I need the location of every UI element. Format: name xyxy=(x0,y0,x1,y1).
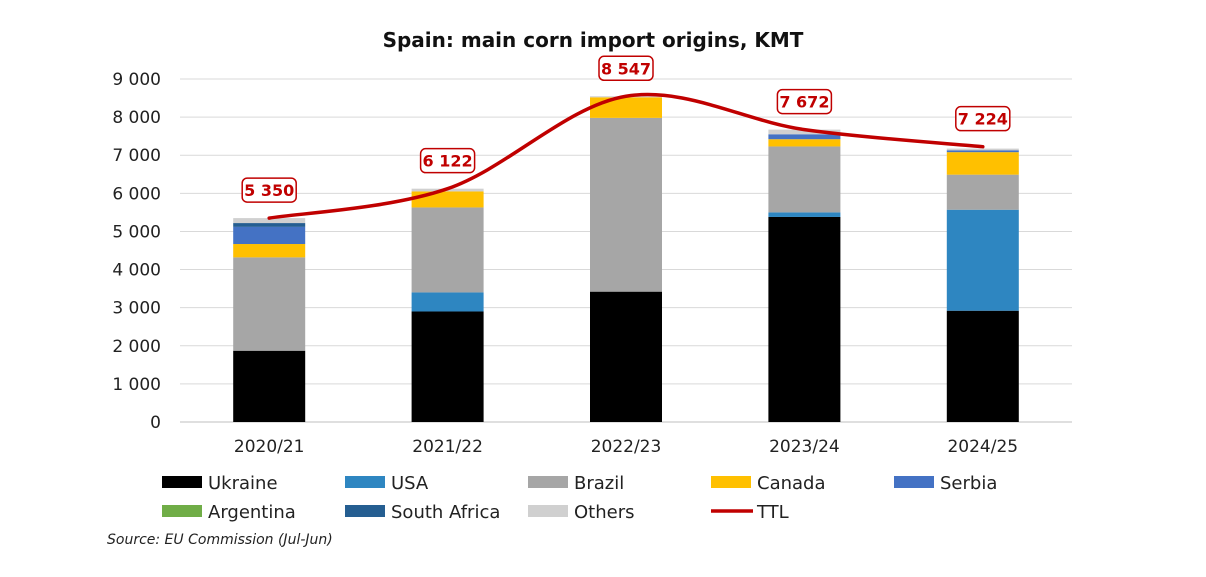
bar-segment-canada xyxy=(411,191,484,208)
y-tick-label: 3 000 xyxy=(112,299,161,319)
legend-swatch-ukraine xyxy=(162,476,202,488)
legend-swatch-others xyxy=(528,505,568,517)
bars xyxy=(233,96,1019,422)
total-label: 7 672 xyxy=(776,88,833,115)
total-label: 5 350 xyxy=(241,177,297,203)
bar-segment-ukraine xyxy=(590,291,662,422)
total-label: 8 547 xyxy=(598,55,654,82)
x-tick-label: 2023/24 xyxy=(769,437,840,457)
legend-swatch-brazil xyxy=(528,476,568,488)
total-label-box xyxy=(419,147,476,174)
bar-segment-canada xyxy=(233,244,306,258)
total-label: 7 224 xyxy=(955,105,1011,132)
bar-segment-brazil xyxy=(590,117,662,292)
y-tick-label: 4 000 xyxy=(112,261,161,281)
x-tick-label: 2024/25 xyxy=(947,437,1018,457)
y-tick-label: 8 000 xyxy=(112,108,161,128)
legend-label: USA xyxy=(391,473,429,494)
bar-segment-canada xyxy=(946,152,1019,175)
y-tick-label: 0 xyxy=(150,413,161,433)
y-tick-label: 7 000 xyxy=(112,146,161,166)
bar-segment-brazil xyxy=(768,146,841,213)
bar-segment-serbia xyxy=(946,150,1019,153)
legend-label: South Africa xyxy=(391,502,500,523)
bar-segment-usa xyxy=(411,292,484,312)
bar-segment-usa xyxy=(768,212,841,217)
y-tick-label: 2 000 xyxy=(112,337,161,357)
ttl-line xyxy=(267,92,985,220)
x-axis: 2020/21 2021/22 2022/23 2023/24 2024/25 xyxy=(234,437,1018,457)
bar-segment-south-africa xyxy=(233,223,306,227)
legend-label: Brazil xyxy=(574,473,624,494)
bar-segment-others xyxy=(946,148,1019,151)
y-tick-label: 1 000 xyxy=(112,375,161,395)
total-label-box xyxy=(955,105,1011,132)
legend-swatch-canada xyxy=(711,476,751,488)
bar-segment-serbia xyxy=(233,226,306,245)
legend-label: Serbia xyxy=(940,473,997,494)
total-label-text: 7 224 xyxy=(958,110,1008,129)
total-label-text: 6 122 xyxy=(423,152,473,171)
legend-swatch-south-africa xyxy=(345,505,385,517)
x-tick-label: 2020/21 xyxy=(234,437,305,457)
y-tick-label: 6 000 xyxy=(112,184,161,204)
legend-label: TTL xyxy=(756,502,789,523)
total-label-box xyxy=(241,177,297,203)
total-line-group: 5 350 6 122 8 547 7 672 7 224 xyxy=(241,55,1011,220)
bar-segment-usa xyxy=(946,209,1019,311)
bar-segment-ukraine xyxy=(768,216,841,422)
total-label: 6 122 xyxy=(419,147,476,174)
source-note: Source: EU Commission (Jul-Jun) xyxy=(107,532,333,548)
bar-segment-canada xyxy=(590,97,662,118)
bar-segment-brazil xyxy=(411,207,484,293)
legend-label: Ukraine xyxy=(208,473,278,494)
legend-swatch-argentina xyxy=(162,505,202,517)
bar-segment-ukraine xyxy=(946,310,1019,422)
legend-swatch-usa xyxy=(345,476,385,488)
y-tick-label: 9 000 xyxy=(112,70,161,90)
total-label-text: 8 547 xyxy=(601,59,651,78)
bar-segment-ukraine xyxy=(233,350,306,422)
bar-segment-brazil xyxy=(233,257,306,351)
legend: Ukraine USA Brazil Canada Serbia Argentina Sou… xyxy=(162,473,997,523)
legend-label: Argentina xyxy=(208,502,296,523)
bar-segment-serbia xyxy=(768,134,841,140)
legend-swatch-serbia xyxy=(894,476,934,488)
bar-segment-brazil xyxy=(946,174,1019,210)
y-tick-label: 5 000 xyxy=(112,222,161,242)
total-label-box xyxy=(598,55,654,82)
bar-segment-others xyxy=(768,129,841,135)
x-tick-label: 2022/23 xyxy=(591,437,662,457)
bar-segment-ukraine xyxy=(411,311,484,422)
legend-label: Others xyxy=(574,502,635,523)
x-tick-label: 2021/22 xyxy=(412,437,483,457)
y-axis: 0 1 000 2 000 3 000 4 000 5 000 6 000 7 000 8 00… xyxy=(112,70,161,433)
chart-title: Spain: main corn import origins, KMT xyxy=(383,28,804,52)
bar-segment-others xyxy=(233,218,306,224)
legend-label: Canada xyxy=(757,473,826,494)
total-label-text: 7 672 xyxy=(779,93,829,112)
total-label-box xyxy=(776,88,833,115)
bar-segment-canada xyxy=(768,139,841,147)
total-label-text: 5 350 xyxy=(244,181,294,200)
